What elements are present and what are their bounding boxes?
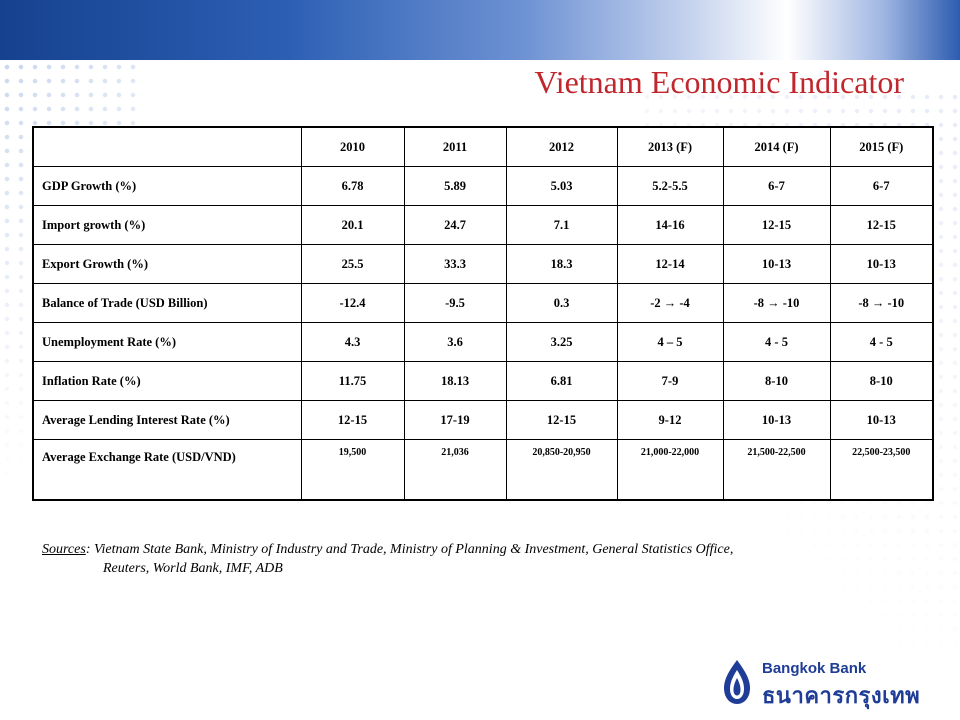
table-cell: 10-13 — [829, 244, 934, 284]
table-row: Average Lending Interest Rate (%) 12-15 … — [32, 400, 934, 440]
economic-indicator-table: 2010 2011 2012 2013 (F) 2014 (F) 2015 (F… — [32, 126, 934, 501]
table-cell: 8-10 — [722, 361, 831, 401]
row-label: Average Lending Interest Rate (%) — [32, 400, 302, 440]
table-cell: 10-13 — [829, 400, 934, 440]
row-label: Inflation Rate (%) — [32, 361, 302, 401]
table-cell: 3.6 — [403, 322, 507, 362]
table-cell: 7.1 — [505, 205, 618, 245]
table-cell: 18.3 — [505, 244, 618, 284]
table-cell: 0.3 — [505, 283, 618, 323]
table-cell: 12-15 — [722, 205, 831, 245]
row-label: Balance of Trade (USD Billion) — [32, 283, 302, 323]
table-cell: 18.13 — [403, 361, 507, 401]
table-row: Export Growth (%) 25.5 33.3 18.3 12-14 1… — [32, 244, 934, 284]
sources-line-2: Reuters, World Bank, IMF, ADB — [103, 561, 283, 576]
sources-label: Sources — [42, 542, 86, 557]
table-cell: 19,500 — [300, 439, 405, 501]
table-cell: 5.89 — [403, 166, 507, 206]
table-cell: 33.3 — [403, 244, 507, 284]
table-cell: 12-15 — [505, 400, 618, 440]
table-cell: 25.5 — [300, 244, 405, 284]
table-header-row: 2010 2011 2012 2013 (F) 2014 (F) 2015 (F… — [32, 126, 934, 167]
table-cell: 12-15 — [829, 205, 934, 245]
table-cell: -8 → -10 — [722, 283, 831, 323]
header-band — [0, 0, 960, 60]
table-row: Import growth (%) 20.1 24.7 7.1 14-16 12… — [32, 205, 934, 245]
table-row: Unemployment Rate (%) 4.3 3.6 3.25 4 – 5… — [32, 322, 934, 362]
column-header: 2014 (F) — [722, 126, 831, 167]
table-row: GDP Growth (%) 6.78 5.89 5.03 5.2-5.5 6-… — [32, 166, 934, 206]
table-cell: 21,036 — [403, 439, 507, 501]
column-header: 2012 — [505, 126, 618, 167]
table-cell: 4 - 5 — [722, 322, 831, 362]
table-row: Balance of Trade (USD Billion) -12.4 -9.… — [32, 283, 934, 323]
row-label: Unemployment Rate (%) — [32, 322, 302, 362]
table-cell: 7-9 — [616, 361, 724, 401]
bank-name-thai: ธนาคารกรุงเทพ — [762, 684, 921, 709]
table-cell: 4 – 5 — [616, 322, 724, 362]
table-cell: 9-12 — [616, 400, 724, 440]
row-label: Import growth (%) — [32, 205, 302, 245]
column-header: 2015 (F) — [829, 126, 934, 167]
table-cell: -2 → -4 — [616, 283, 724, 323]
table-cell: 6-7 — [722, 166, 831, 206]
table-cell: 10-13 — [722, 400, 831, 440]
bangkok-bank-lotus-logo-icon — [724, 660, 750, 704]
sources-note: Sources: Vietnam State Bank, Ministry of… — [42, 542, 734, 576]
table-cell: 5.2-5.5 — [616, 166, 724, 206]
table-cell: 17-19 — [403, 400, 507, 440]
row-label: Export Growth (%) — [32, 244, 302, 284]
column-header — [32, 126, 302, 167]
table-cell: 12-14 — [616, 244, 724, 284]
table-cell: 4.3 — [300, 322, 405, 362]
table-cell: 21,500-22,500 — [722, 439, 831, 501]
table-cell: 14-16 — [616, 205, 724, 245]
table-cell: -9.5 — [403, 283, 507, 323]
table-cell: -8 → -10 — [829, 283, 934, 323]
table-cell: 12-15 — [300, 400, 405, 440]
table-cell: -12.4 — [300, 283, 405, 323]
table-cell: 5.03 — [505, 166, 618, 206]
table-cell: 6.78 — [300, 166, 405, 206]
column-header: 2013 (F) — [616, 126, 724, 167]
table-row: Average Exchange Rate (USD/VND) 19,500 2… — [32, 439, 934, 501]
slide-title: Vietnam Economic Indicator — [534, 64, 905, 100]
row-label: GDP Growth (%) — [32, 166, 302, 206]
table-cell: 22,500-23,500 — [829, 439, 934, 501]
table-cell: 6.81 — [505, 361, 618, 401]
table-cell: 6-7 — [829, 166, 934, 206]
table-cell: 21,000-22,000 — [616, 439, 724, 501]
table-cell: 20.1 — [300, 205, 405, 245]
table-cell: 8-10 — [829, 361, 934, 401]
sources-line-1: Vietnam State Bank, Ministry of Industry… — [93, 542, 734, 557]
bangkok-bank-logo: Bangkok Bank ธนาคารกรุงเทพ — [722, 656, 942, 712]
table-cell: 24.7 — [403, 205, 507, 245]
bank-name-english: Bangkok Bank — [762, 660, 867, 677]
table-cell: 10-13 — [722, 244, 831, 284]
table-cell: 20,850-20,950 — [505, 439, 618, 501]
column-header: 2010 — [300, 126, 405, 167]
table-cell: 11.75 — [300, 361, 405, 401]
table-cell: 4 - 5 — [829, 322, 934, 362]
row-label: Average Exchange Rate (USD/VND) — [32, 439, 302, 501]
table-row: Inflation Rate (%) 11.75 18.13 6.81 7-9 … — [32, 361, 934, 401]
table-cell: 3.25 — [505, 322, 618, 362]
column-header: 2011 — [403, 126, 507, 167]
